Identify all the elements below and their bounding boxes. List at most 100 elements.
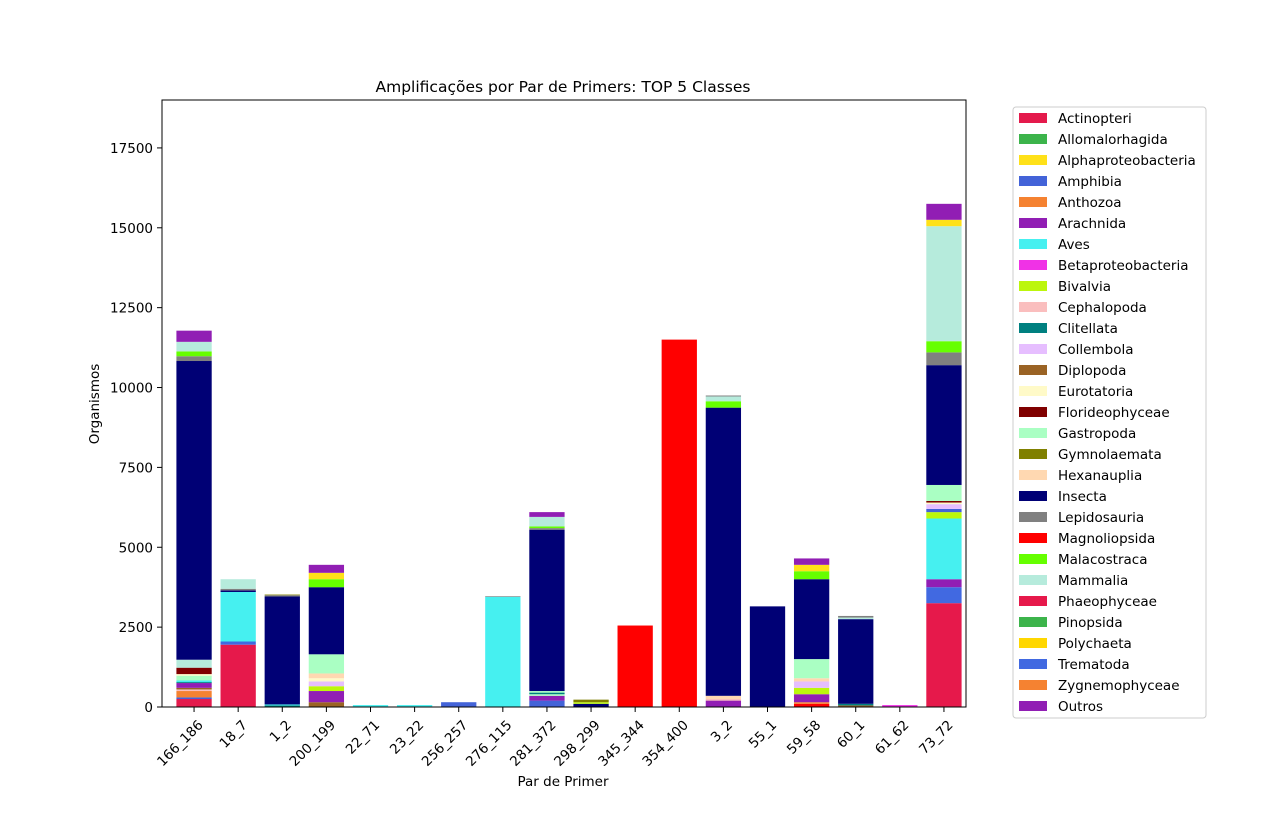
legend-label: Collembola	[1058, 342, 1134, 358]
bar-segment-345_344-magnoliopsida	[617, 625, 653, 707]
bar-segment-1_2-insecta	[264, 596, 300, 705]
bar-segment-59_58-anthozoa	[793, 702, 830, 704]
bar-segment-281_372-lepidosauria	[529, 528, 565, 530]
legend-swatch	[1019, 575, 1047, 585]
legend-swatch	[1019, 197, 1047, 207]
bar-segment-59_58-insecta	[793, 579, 830, 660]
bar-segment-281_372-amphibia	[529, 700, 565, 707]
bar-segment-281_372-outros	[529, 512, 565, 517]
legend-swatch	[1019, 680, 1047, 690]
legend: Actinopteri Allomalorhagida Alphaproteobac…	[1012, 106, 1207, 719]
legend-label: Cephalopoda	[1058, 300, 1147, 316]
legend-swatch	[1019, 470, 1047, 480]
x-axis-label: Par de Primer	[517, 774, 608, 790]
bar-segment-59_58-malacostraca	[793, 571, 830, 580]
bar-segment-3_2-arachnida	[705, 700, 742, 707]
bar-segment-166_186-gastropoda	[176, 675, 212, 681]
legend-swatch	[1019, 533, 1047, 543]
bar-segment-200_199-diplopoda	[308, 702, 345, 707]
bar-segment-200_199-bivalvia	[308, 686, 345, 692]
bar-segment-59_58-collembola	[793, 681, 830, 688]
bar-segment-60_1-clitellata	[838, 703, 874, 706]
bar-segment-166_186-outros	[176, 330, 212, 342]
legend-swatch	[1019, 554, 1047, 564]
plot-frame	[161, 99, 967, 708]
legend-swatch	[1019, 386, 1047, 396]
bar-segment-59_58-gastropoda	[793, 659, 830, 679]
bar-segment-3_2-lepidosauria	[705, 395, 742, 397]
bar-segment-200_199-alphaproteobacteria	[308, 572, 345, 580]
legend-label: Florideophyceae	[1058, 405, 1170, 421]
bar-segment-298_299-insecta	[573, 703, 609, 707]
bar-segment-73_72-lepidosauria	[926, 352, 962, 366]
legend-swatch	[1019, 596, 1047, 606]
bar-segment-18_7-lepidosauria	[220, 588, 256, 591]
legend-label: Alphaproteobacteria	[1058, 153, 1196, 169]
bar-segment-166_186-cephalopoda	[176, 689, 212, 692]
bar-segment-281_372-malacostraca	[529, 526, 565, 529]
bar-segment-73_72-trematoda	[926, 587, 962, 604]
bar-segment-59_58-bivalvia	[793, 687, 830, 695]
bar-segment-276_115-aves	[485, 596, 521, 707]
legend-label: Phaeophyceae	[1058, 594, 1157, 610]
bar-segment-73_72-aves	[926, 518, 962, 580]
y-axis-label: Organismos	[87, 364, 103, 445]
bar-segment-73_72-collembola	[926, 504, 962, 509]
legend-swatch	[1019, 638, 1047, 648]
bar-segment-73_72-malacostraca	[926, 341, 962, 353]
legend-label: Mammalia	[1058, 573, 1128, 589]
bar-segment-3_2-mammalia	[705, 396, 742, 402]
bar-segment-73_72-bivalvia	[926, 512, 962, 519]
y-tick-label: 10000	[110, 381, 153, 397]
legend-swatch	[1019, 449, 1047, 459]
legend-swatch	[1019, 176, 1047, 186]
chart-title: Amplificações por Par de Primers: TOP 5 …	[376, 78, 751, 96]
bar-segment-18_7-mammalia	[220, 579, 256, 589]
legend-swatch	[1019, 365, 1047, 375]
bar-segment-73_72-insecta	[926, 365, 962, 485]
legend-label: Outros	[1058, 699, 1103, 715]
y-axis: 0 2500 5000 7500 10000 12500 15000 17500	[110, 141, 162, 716]
bar-segment-59_58-hexanauplia	[793, 678, 830, 682]
bar-segment-166_186-lepidosauria	[176, 356, 212, 362]
bar-segment-60_1-mammalia	[838, 617, 874, 620]
bar-segment-18_7-aves	[220, 591, 256, 642]
bar-segment-55_1-insecta	[749, 606, 786, 707]
bar-segment-200_199-arachnida	[308, 691, 345, 703]
bar-segment-73_72-arachnida	[926, 579, 962, 588]
bar-segment-60_1-insecta	[838, 619, 874, 704]
y-tick-label: 5000	[119, 540, 153, 556]
bar-segment-281_372-gastropoda	[529, 694, 565, 696]
y-tick-label: 0	[144, 700, 153, 716]
legend-swatch	[1019, 239, 1047, 249]
legend-label: Polychaeta	[1058, 636, 1132, 652]
legend-swatch	[1019, 344, 1047, 354]
bar-segment-1_2-aves	[264, 704, 300, 706]
legend-label: Lepidosauria	[1058, 510, 1144, 526]
bar-segment-3_2-insecta	[705, 407, 742, 696]
bar-segment-166_186-diplopoda	[176, 687, 212, 690]
bar-segment-281_372-gastropoda	[529, 691, 565, 693]
bar-segment-354_400-magnoliopsida	[661, 339, 697, 707]
legend-label: Betaproteobacteria	[1058, 258, 1189, 274]
bar-segment-22_71-aves	[352, 705, 389, 707]
legend-frame	[1012, 106, 1207, 719]
bar-segment-3_2-hexanauplia	[705, 695, 742, 700]
bar-segment-200_199-eurotatoria	[308, 678, 345, 682]
bar-segment-166_186-florideophyceae	[176, 667, 212, 675]
legend-label: Eurotatoria	[1058, 384, 1133, 400]
legend-swatch	[1019, 134, 1047, 144]
bar-segment-281_372-arachnida	[529, 695, 565, 701]
legend-label: Trematoda	[1057, 657, 1130, 673]
bar-segment-200_199-hexanauplia	[308, 673, 345, 679]
legend-swatch	[1019, 323, 1047, 333]
bar-segment-166_186-malacostraca	[176, 351, 212, 357]
bar-segment-73_72-gastropoda	[926, 484, 962, 501]
bar-segment-200_199-collembola	[308, 681, 345, 687]
bar-segment-59_58-magnoliopsida	[793, 703, 830, 707]
bar-segment-166_186-anthozoa	[176, 691, 212, 698]
legend-swatch	[1019, 302, 1047, 312]
bar-segment-60_1-diplopoda	[838, 705, 874, 707]
legend-swatch	[1019, 113, 1047, 123]
